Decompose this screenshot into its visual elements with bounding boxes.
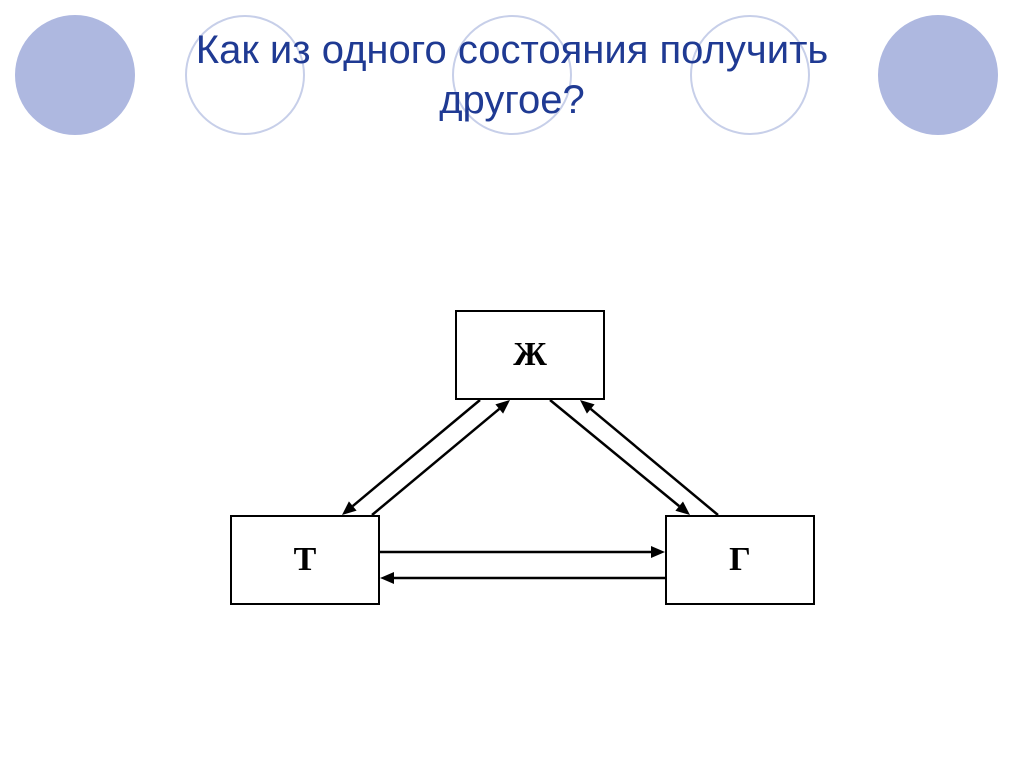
diagram-arrow [372,400,510,515]
state-node-g: Г [665,515,815,605]
diagram-arrow [380,546,665,558]
state-node-label: Ж [513,336,547,374]
diagram-arrow [580,400,718,515]
state-node-label: Т [294,541,317,579]
slide: Как из одного состояния получить другое?… [0,0,1024,768]
state-node-zh: Ж [455,310,605,400]
diagram-arrow [380,572,665,584]
state-diagram: Ж Т Г [0,0,1024,768]
diagram-arrow [342,400,480,515]
state-node-label: Г [729,541,751,579]
state-node-t: Т [230,515,380,605]
diagram-arrow [550,400,690,515]
